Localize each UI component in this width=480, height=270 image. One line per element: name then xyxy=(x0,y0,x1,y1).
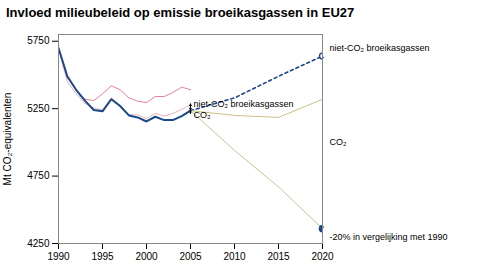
svg-text:1995: 1995 xyxy=(91,251,114,262)
svg-text:2005: 2005 xyxy=(179,251,202,262)
svg-text:2015: 2015 xyxy=(267,251,290,262)
svg-text:-20% in vergelijking met 1990: -20% in vergelijking met 1990 xyxy=(330,232,448,242)
svg-text:4750: 4750 xyxy=(27,170,50,181)
svg-text:4250: 4250 xyxy=(27,238,50,249)
svg-text:niet-CO₂ broeikasgassen: niet-CO₂ broeikasgassen xyxy=(194,99,294,109)
svg-text:2000: 2000 xyxy=(135,251,158,262)
html-text:Invloed milieubeleid op emissi: Invloed milieubeleid op emissie broeikas… xyxy=(6,5,355,20)
svg-text:Mt CO₂-equivalenten: Mt CO₂-equivalenten xyxy=(2,93,13,186)
svg-text:5250: 5250 xyxy=(27,103,50,114)
svg-text:2020: 2020 xyxy=(311,251,334,262)
svg-text:CO₂: CO₂ xyxy=(194,110,212,120)
svg-text:1990: 1990 xyxy=(47,251,70,262)
svg-text:5750: 5750 xyxy=(27,35,50,46)
svg-text:niet-CO₂ broeikasgassen: niet-CO₂ broeikasgassen xyxy=(330,43,430,53)
svg-text:CO₂: CO₂ xyxy=(330,137,348,147)
svg-text:2010: 2010 xyxy=(223,251,246,262)
